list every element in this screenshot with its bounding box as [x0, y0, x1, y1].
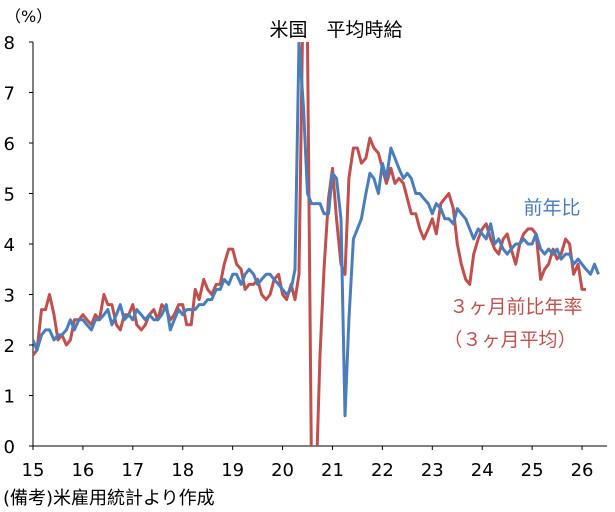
series-label-3m-line1: ３ヶ月前比年率	[449, 296, 582, 318]
x-tick-label: 16	[71, 460, 94, 481]
y-tick-label: 7	[4, 84, 15, 105]
chart-title: 米国 平均時給	[269, 19, 402, 41]
y-tick-label: 4	[4, 235, 15, 256]
x-tick-label: 18	[171, 460, 194, 481]
x-tick-label: 26	[571, 460, 594, 481]
x-tick-label: 19	[221, 460, 244, 481]
y-tick-label: 1	[4, 387, 15, 408]
series-line-yoy	[33, 42, 600, 418]
y-tick-label: 5	[4, 185, 15, 206]
x-tick-label: 20	[271, 460, 294, 481]
y-tick-label: 6	[4, 134, 15, 155]
x-tick-label: 15	[22, 460, 45, 481]
y-unit-label: （%）	[5, 7, 52, 26]
x-tick-label: 25	[521, 460, 544, 481]
series-layer	[33, 42, 600, 446]
series-label-3m-line2: （３ヶ月平均）	[443, 329, 576, 351]
y-tick-label: 3	[4, 286, 15, 307]
y-tick-label: 0	[4, 437, 15, 458]
y-tick-group: 0 1 2 3 4 5 6 7 8	[4, 33, 33, 458]
x-tick-label: 24	[471, 460, 494, 481]
y-tick-label: 2	[4, 336, 15, 357]
series-line-3m-annualized	[33, 42, 586, 446]
y-tick-label: 8	[4, 33, 15, 54]
x-tick-group: 15 16 17 18 19 20 21 22 23 24 25 26	[22, 446, 594, 481]
x-tick-label: 17	[121, 460, 144, 481]
x-tick-label: 22	[371, 460, 394, 481]
x-tick-label: 23	[421, 460, 444, 481]
source-note: (備考)米雇用統計より作成	[3, 488, 215, 509]
x-tick-label: 21	[321, 460, 344, 481]
series-label-yoy: 前年比	[523, 197, 580, 219]
